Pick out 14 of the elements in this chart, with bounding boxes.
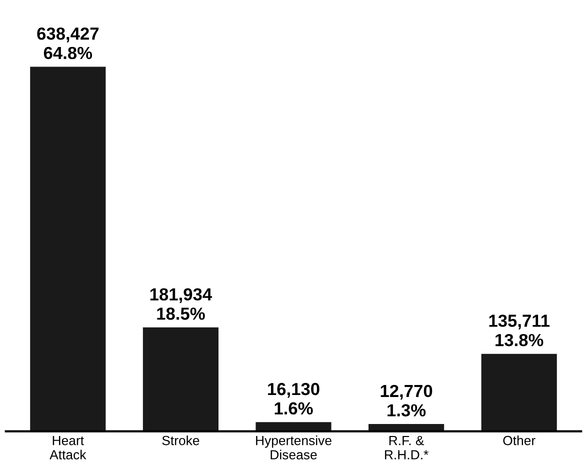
data-label: 135,711 13.8% [489,314,550,346]
data-label: 12,770 1.3% [380,384,432,416]
bar [256,422,332,432]
x-tick-label: Stroke [162,436,200,446]
data-label: 638,427 64.8% [37,28,99,60]
data-label: 16,130 1.6% [268,382,320,415]
bar [142,327,218,432]
x-tick-label: Hypertensive Disease [256,436,332,460]
x-tick-label: R.F. & R.H.D.* [385,436,428,460]
bar [30,66,106,432]
data-label: 181,934 18.5% [150,288,212,320]
bar [481,354,557,432]
x-tick-label: Other [503,436,536,446]
x-tick-label: Heart Attack [50,436,86,460]
